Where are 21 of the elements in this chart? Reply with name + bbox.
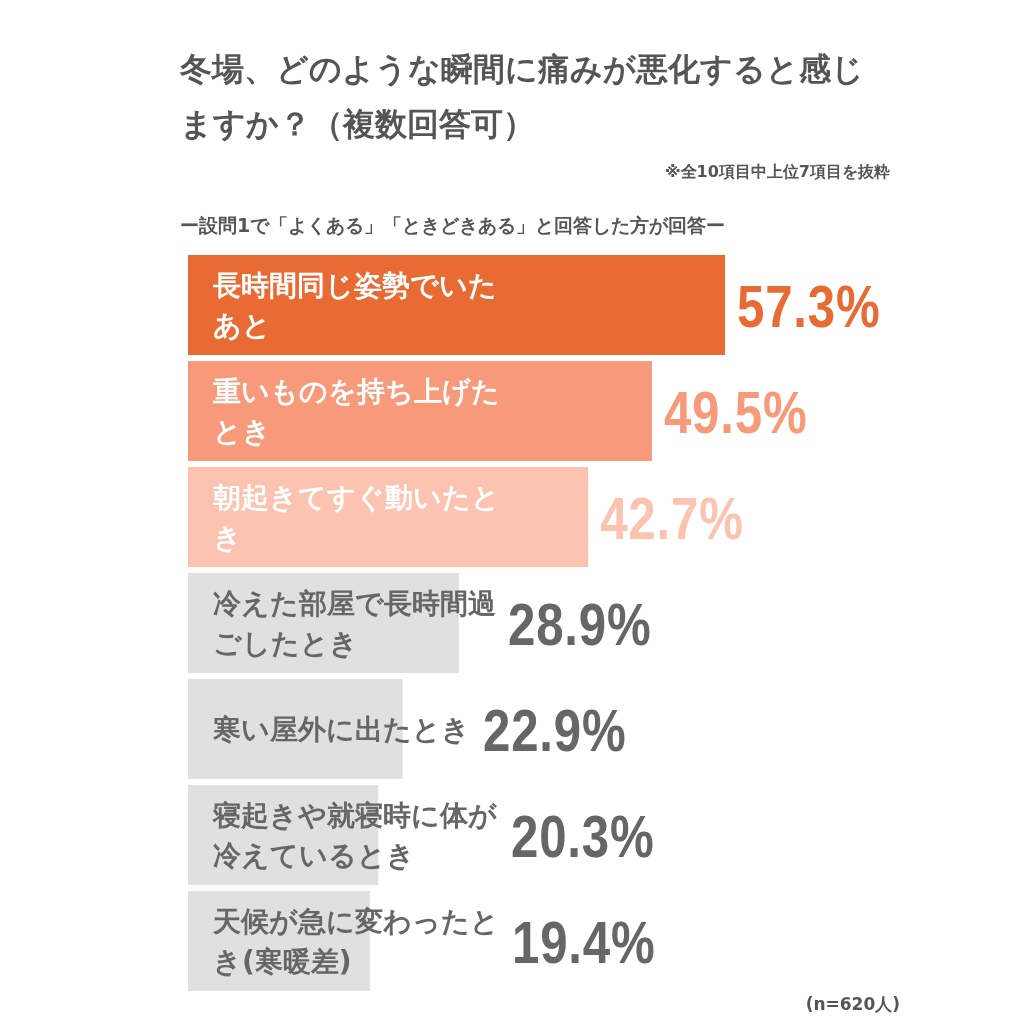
- y-tick-label: 寒い屋外に出たとき: [212, 713, 470, 746]
- data-label: 57.3%: [737, 272, 881, 341]
- y-tick-label: 重いものを持ち上げたとき: [212, 375, 500, 448]
- data-label: 22.9%: [483, 696, 627, 765]
- bar: [188, 361, 652, 461]
- bar: [188, 467, 589, 567]
- data-label: 28.9%: [508, 590, 652, 659]
- y-tick-label: 長時間同じ姿勢でいたあと: [212, 269, 497, 342]
- chart-subtitle: ー設問1で「よくある」「ときどきある」と回答した方が回答ー: [180, 214, 726, 236]
- data-label: 19.4%: [512, 908, 656, 977]
- text: ※全10項目中上位7項目を抜粋: [665, 162, 890, 181]
- bar: [188, 255, 725, 355]
- y-tick-label: 朝起きてすぐ動いたとき: [212, 481, 500, 554]
- data-label: 42.7%: [600, 484, 744, 553]
- y-tick-label: 冷えた部屋で長時間過ごしたとき: [213, 587, 496, 660]
- y-tick-label: 天候が急に変わったとき(寒暖差): [212, 905, 499, 978]
- data-label: 49.5%: [663, 378, 808, 447]
- data-label: 20.3%: [511, 802, 655, 871]
- chart-title: 冬場、どのような瞬間に痛みが悪化すると感じますか？（複数回答可）: [179, 50, 864, 143]
- text: (n=620人): [805, 994, 900, 1014]
- y-tick-label: 寝起きや就寝時に体が冷えているとき: [212, 799, 498, 872]
